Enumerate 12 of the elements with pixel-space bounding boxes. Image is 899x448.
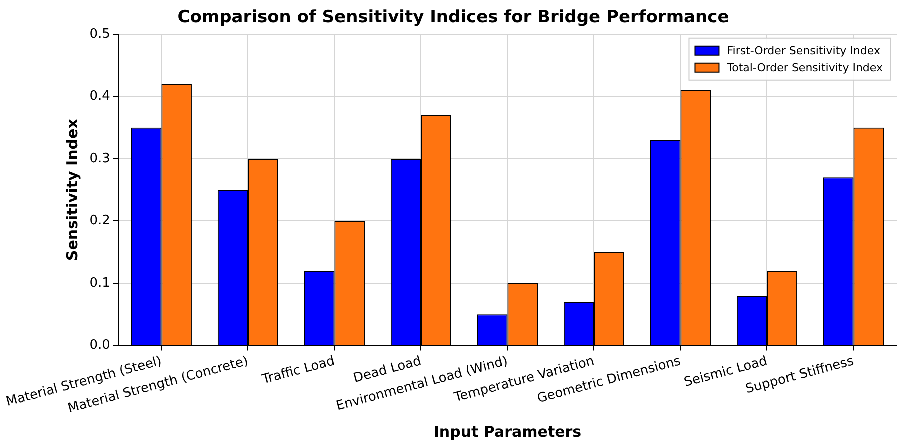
y-axis-title: Sensitivity Index bbox=[64, 118, 82, 262]
legend-label: Total-Order Sensitivity Index bbox=[726, 61, 884, 74]
y-tick-label: 0.4 bbox=[90, 89, 110, 104]
chart-title: Comparison of Sensitivity Indices for Bridge Performance bbox=[178, 8, 730, 28]
y-tick-label: 0.3 bbox=[90, 151, 110, 166]
y-tick-label: 0.0 bbox=[90, 338, 110, 354]
x-axis-title: Input Parameters bbox=[434, 422, 582, 441]
y-tick-label: 0.1 bbox=[90, 276, 110, 291]
legend-label: First-Order Sensitivity Index bbox=[727, 44, 881, 58]
y-tick-label: 0.5 bbox=[90, 26, 110, 42]
x-tick-label: Traffic Load bbox=[260, 354, 337, 388]
y-tick-label: 0.2 bbox=[90, 214, 110, 229]
